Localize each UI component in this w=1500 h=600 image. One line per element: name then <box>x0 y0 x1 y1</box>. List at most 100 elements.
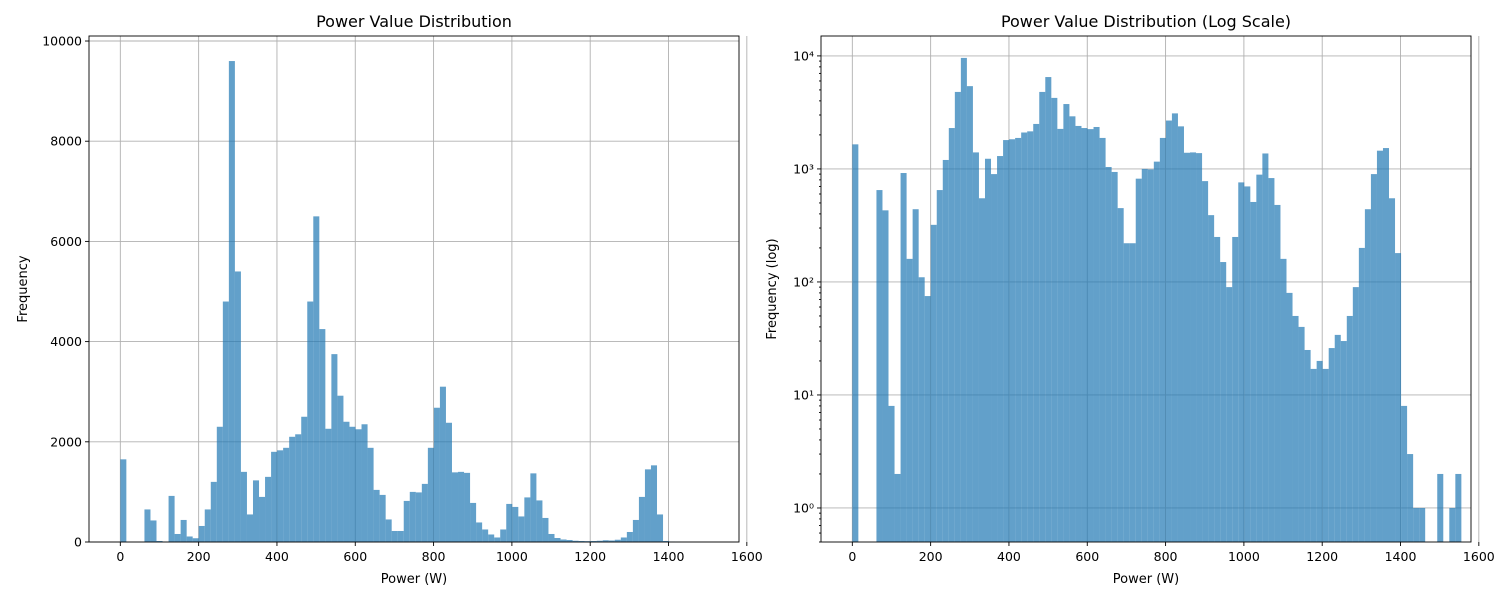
chart-log: 0 200 400 600 800 1000 1200 1400 160010⁰10¹10²10… <box>765 12 1495 587</box>
histogram-bar <box>415 492 422 542</box>
histogram-bar <box>283 447 290 542</box>
histogram-bar <box>427 447 434 542</box>
histogram-bar <box>1280 258 1287 542</box>
histogram-bar <box>518 516 525 542</box>
histogram-bar <box>301 416 308 542</box>
histogram-bar <box>602 540 609 542</box>
histogram-bar <box>144 509 151 542</box>
histogram-bar <box>1208 215 1215 542</box>
y-tick-label: 4000 <box>50 334 82 349</box>
histogram-bar <box>361 424 368 542</box>
histogram-bar <box>536 500 543 542</box>
histogram-bar <box>894 473 901 542</box>
histogram-bar <box>259 496 266 542</box>
histogram-bar <box>1009 139 1016 543</box>
histogram-bar <box>663 540 670 542</box>
histogram-bar <box>500 529 507 542</box>
histogram-bar <box>391 530 398 542</box>
histogram-bar <box>192 538 199 542</box>
histogram-bar <box>632 519 639 542</box>
histogram-bar <box>560 539 567 542</box>
histogram-bar <box>1244 186 1251 542</box>
histogram-bar <box>476 522 483 542</box>
histogram-bar <box>1262 153 1269 542</box>
chart-linear: 0 200 400 600 800 1000 1200 1400 1600 0 2000 4000 60… <box>16 12 763 587</box>
histogram-bar <box>174 533 181 542</box>
x-tick-label: 1200 <box>1306 549 1338 564</box>
y-tick-label: 2000 <box>50 434 82 449</box>
histogram-bar <box>1376 150 1383 543</box>
histogram-bar <box>445 422 452 542</box>
histogram-bar <box>331 354 338 542</box>
histogram-bar <box>409 491 416 542</box>
histogram-bar <box>1117 208 1124 542</box>
histogram-bar <box>566 539 573 542</box>
histogram-bar <box>295 434 302 542</box>
histogram-bar <box>1069 116 1076 542</box>
histogram-bar <box>1171 113 1178 543</box>
histogram-bar <box>451 472 459 542</box>
y-axis-label: Frequency <box>16 255 31 322</box>
histogram-bar <box>620 537 627 542</box>
y-axis: 0 2000 4000 6000 8000 10000 <box>42 34 89 550</box>
histogram-bar <box>578 540 585 542</box>
histogram-bar <box>470 502 477 542</box>
histogram-bar <box>494 537 501 542</box>
histogram-bar <box>590 540 597 542</box>
histogram-bar <box>1358 247 1365 542</box>
histogram-bar <box>1298 326 1305 542</box>
x-tick-label: 800 <box>1154 549 1178 564</box>
histogram-bar <box>433 407 440 542</box>
histogram-bar <box>876 190 883 543</box>
y-tick-label: 10² <box>793 274 814 289</box>
histogram-bar <box>912 209 919 543</box>
histogram-bars <box>852 57 1462 543</box>
histogram-bar <box>1226 287 1233 542</box>
x-tick-label: 1400 <box>653 549 685 564</box>
histogram-bar <box>1292 315 1299 542</box>
histogram-bar <box>1153 161 1160 542</box>
histogram-bar <box>1364 209 1371 543</box>
chart-title: Power Value Distribution (Log Scale) <box>1001 12 1291 31</box>
histogram-bar <box>1322 368 1329 542</box>
x-tick-label: 200 <box>187 549 211 564</box>
histogram-bar <box>1177 126 1184 542</box>
grid <box>89 36 748 543</box>
histogram-bar <box>271 451 278 542</box>
histogram-bar <box>198 525 205 542</box>
histogram-bar <box>512 506 519 542</box>
histogram-bar <box>403 500 410 542</box>
histogram-bar <box>978 198 985 542</box>
histogram-bar <box>954 91 961 542</box>
histogram-bar <box>1437 473 1444 542</box>
histogram-bar <box>373 489 380 542</box>
histogram-bar <box>1274 204 1281 542</box>
histogram-bar <box>900 173 907 543</box>
histogram-bar <box>1027 131 1034 542</box>
histogram-bar <box>482 529 489 542</box>
histogram-bar <box>265 476 272 542</box>
histogram-bar <box>1286 292 1293 542</box>
histogram-bar <box>1039 91 1046 542</box>
x-axis-label: Power (W) <box>381 572 447 587</box>
histogram-bar <box>542 517 549 542</box>
histogram-bar <box>355 429 362 542</box>
histogram-bar <box>991 174 998 542</box>
histogram-bar <box>367 447 374 542</box>
histogram-bar <box>210 481 217 542</box>
x-tick-label: 800 <box>422 549 446 564</box>
histogram-bar <box>1304 349 1311 542</box>
x-tick-label: 0 <box>848 549 856 564</box>
histogram-bar <box>379 494 386 542</box>
x-tick-label: 200 <box>919 549 943 564</box>
histogram-bar <box>936 190 943 543</box>
histogram-bar <box>1159 137 1166 542</box>
axes-frame <box>88 35 740 543</box>
histogram-bar <box>852 144 859 543</box>
histogram-bar <box>228 61 235 543</box>
y-axis: 10⁰ 10¹ 10² 10³ 10⁴ <box>793 48 821 543</box>
histogram-bar <box>349 426 356 542</box>
histogram-bar <box>650 465 658 542</box>
histogram-bar <box>1057 128 1064 542</box>
